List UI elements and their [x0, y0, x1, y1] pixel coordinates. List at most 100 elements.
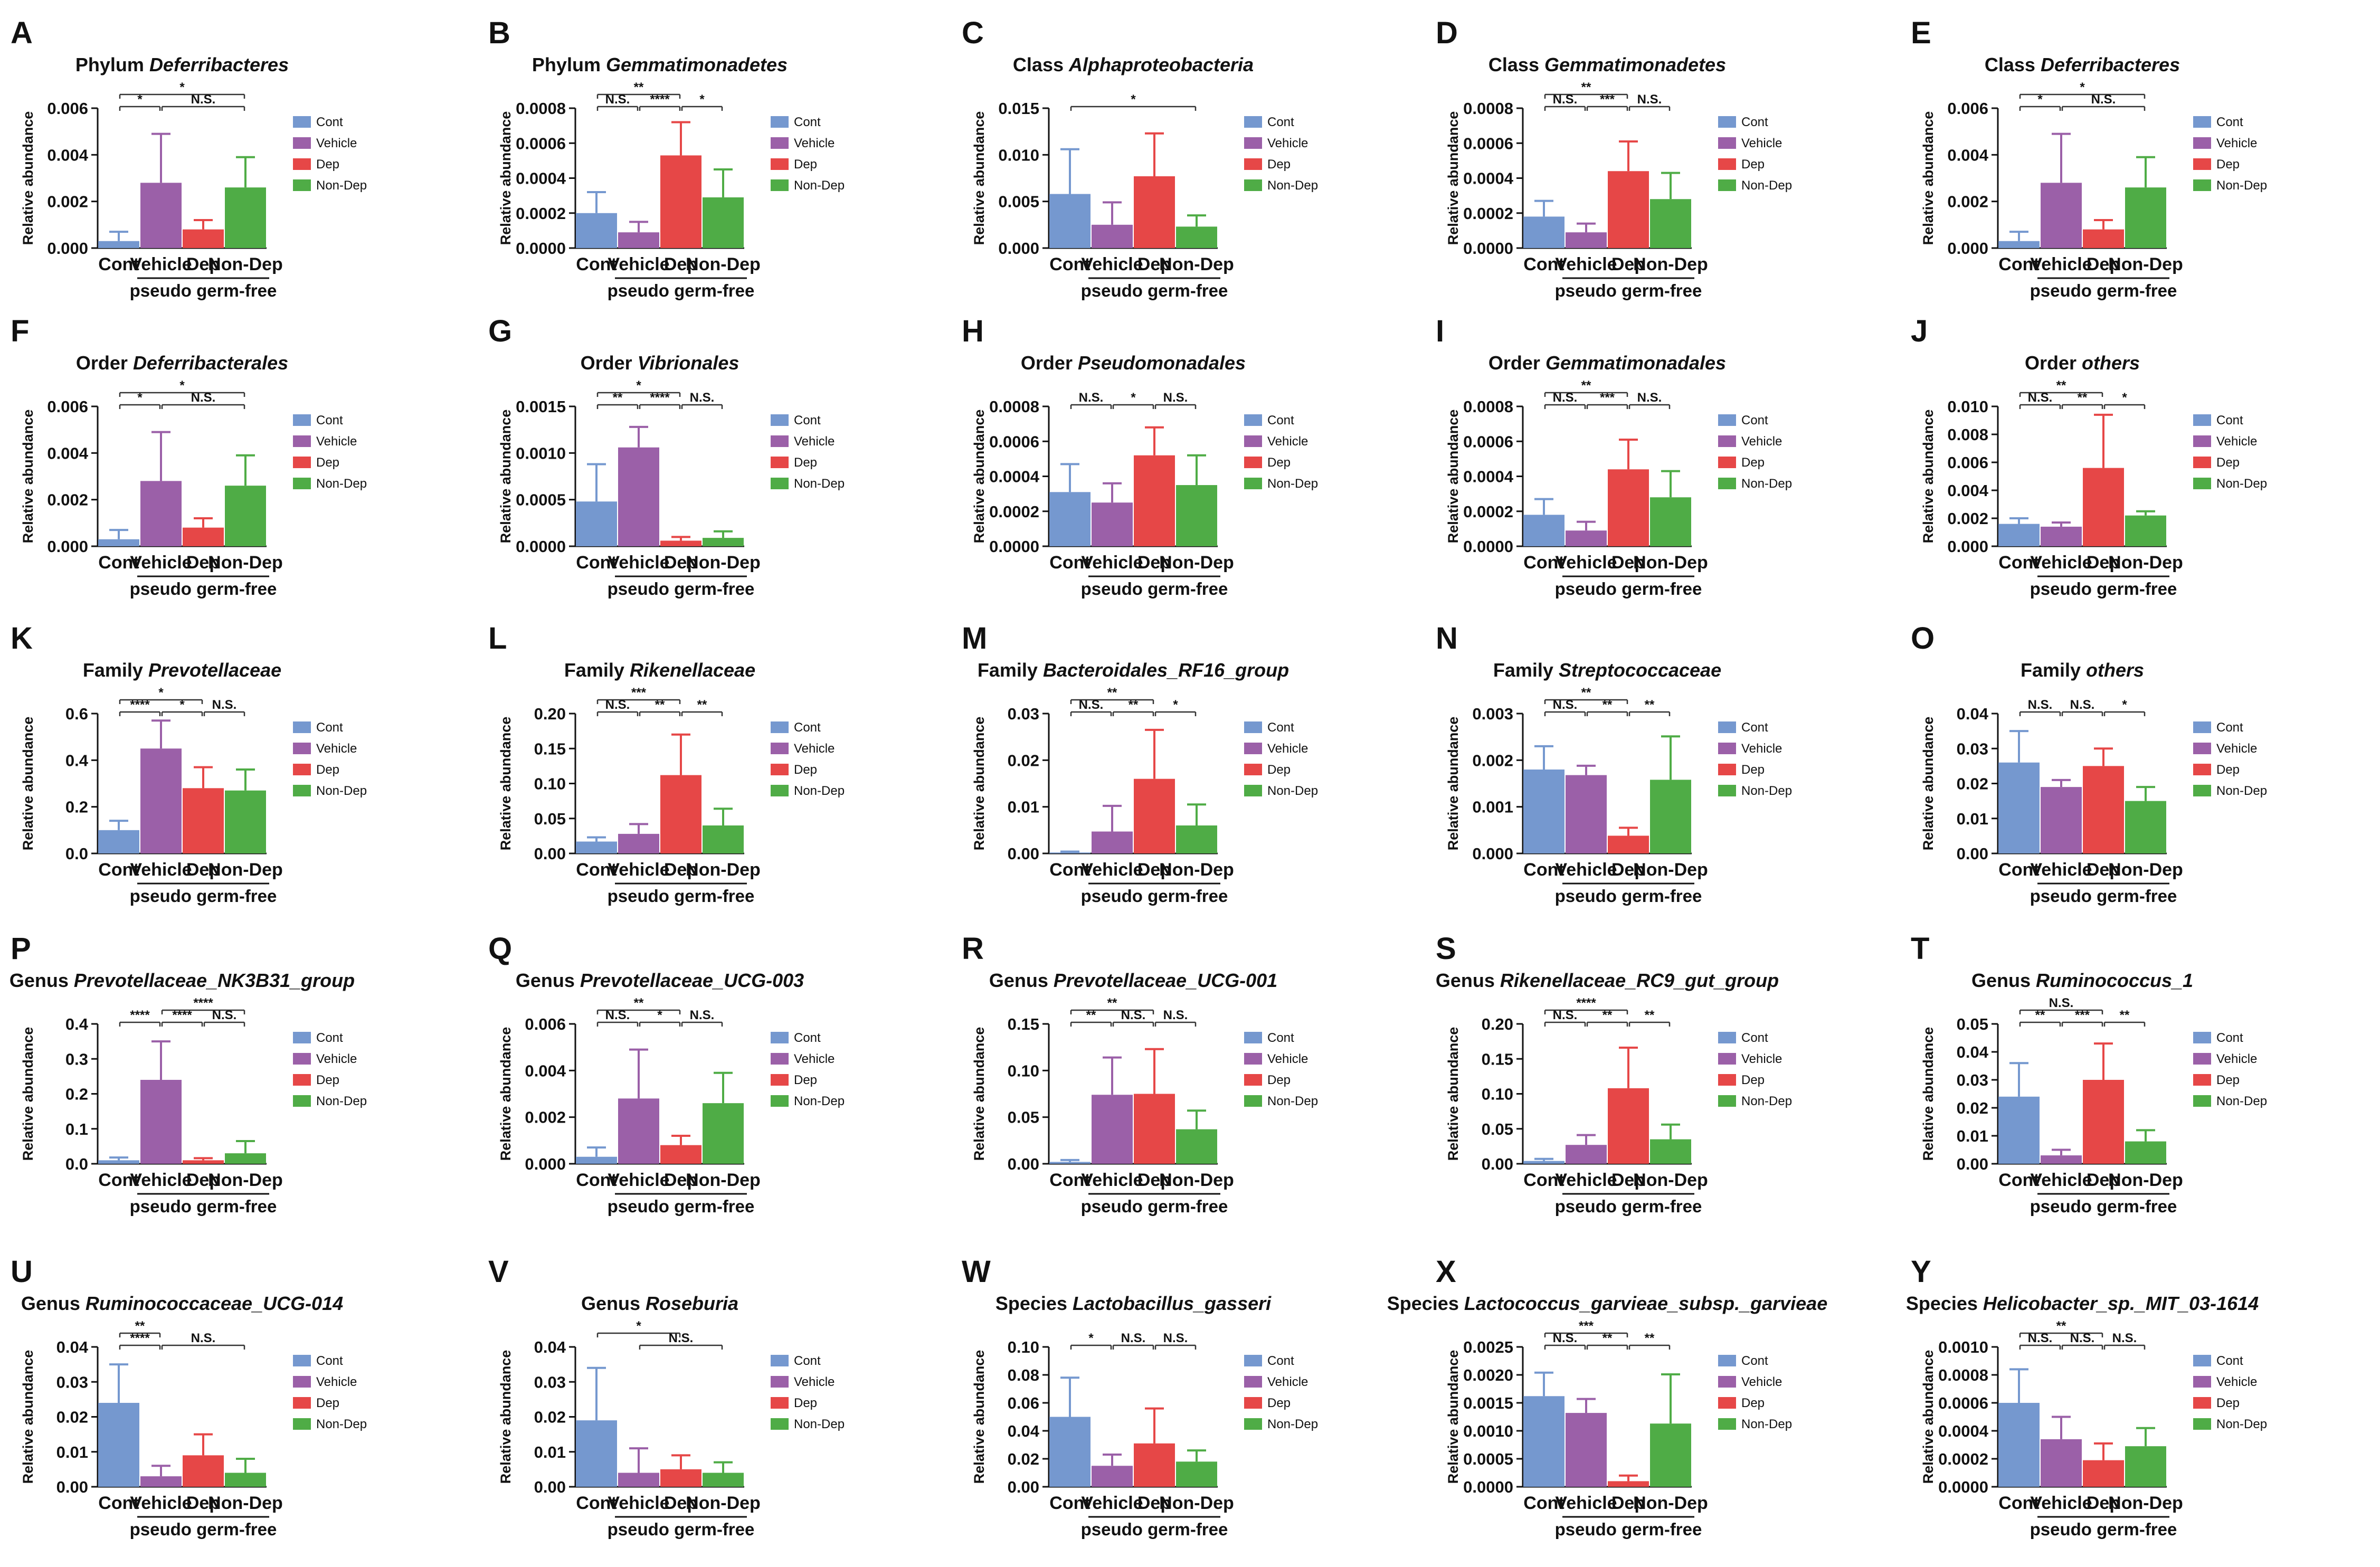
x-tick-label: Dep: [1137, 254, 1171, 274]
title-taxon: Roseburia: [646, 1293, 738, 1314]
panel-letter: K: [11, 621, 33, 656]
panel-f: F Order Deferribacterales Relative abundan…: [11, 314, 367, 599]
bar-non-dep: [1176, 825, 1217, 853]
panel-title: Family Bacteroidales_RF16_group: [978, 659, 1289, 681]
x-tick-label: Vehicle: [1555, 860, 1617, 880]
significance-label: **: [613, 391, 623, 405]
y-tick-label: 0.002: [1947, 193, 1988, 211]
x-tick-label: Non-Dep: [208, 553, 283, 573]
y-tick-label: 0.2: [65, 1085, 88, 1104]
legend-label: Non-Dep: [794, 784, 845, 798]
bar-vehicle: [618, 1098, 659, 1164]
legend-swatch-non-dep: [771, 179, 789, 191]
bar-non-dep: [2125, 1141, 2166, 1164]
bar-non-dep: [2125, 187, 2166, 248]
y-tick-label: 0.0015: [1463, 1394, 1513, 1412]
bar-non-dep: [1176, 1129, 1217, 1164]
bar-cont: [1049, 852, 1091, 853]
bar-non-dep: [1176, 485, 1217, 546]
bar-vehicle: [1092, 1466, 1133, 1487]
legend-swatch-dep: [1244, 1074, 1262, 1086]
panel-i: I Order Gemmatimonadales Relative abundanc…: [1436, 314, 1792, 599]
title-taxon: Prevotellaceae: [148, 659, 281, 681]
legend-swatch-non-dep: [1718, 785, 1736, 796]
x-tick-label: Vehicle: [1555, 1493, 1617, 1513]
x-tick-label: Non-Dep: [208, 1493, 283, 1513]
bar-cont: [1049, 1417, 1091, 1487]
x-tick-label: Vehicle: [1081, 860, 1143, 880]
legend-swatch-cont: [2193, 414, 2211, 426]
legend-label: Non-Dep: [2216, 784, 2267, 798]
legend-swatch-cont: [771, 116, 789, 128]
x-tick-label: Non-Dep: [1159, 1170, 1234, 1190]
bar-cont: [1049, 492, 1091, 546]
significance-label: ****: [650, 92, 670, 107]
panel-title: Genus Prevotellaceae_UCG-001: [989, 970, 1277, 991]
legend-label: Dep: [794, 157, 817, 172]
legend-label: Dep: [1741, 157, 1765, 172]
bar-vehicle: [1566, 232, 1607, 248]
title-prefix: Genus: [10, 970, 74, 991]
y-tick-label: 0.000: [998, 239, 1039, 258]
bar-dep: [1134, 1443, 1175, 1487]
legend-swatch-dep: [771, 1074, 789, 1086]
y-tick-label: 0.15: [534, 739, 566, 758]
legend-label: Dep: [1267, 1396, 1291, 1410]
y-tick-label: 0.00: [1008, 1478, 1039, 1496]
legend-swatch-vehicle: [1718, 137, 1736, 149]
group-note: pseudo germ-free: [130, 579, 277, 599]
y-tick-label: 0.0002: [516, 204, 566, 223]
x-tick-label: Non-Dep: [2108, 1493, 2183, 1513]
title-taxon: Lactococcus_garvieae_subsp._garvieae: [1464, 1293, 1827, 1314]
y-tick-label: 0.4: [65, 1015, 89, 1033]
panel-letter: X: [1436, 1255, 1456, 1289]
significance-label: *: [179, 378, 185, 393]
significance-label: N.S.: [1079, 391, 1104, 405]
legend-swatch-vehicle: [2193, 1376, 2211, 1388]
x-tick-label: Non-Dep: [208, 1170, 283, 1190]
legend-swatch-dep: [771, 158, 789, 170]
legend-swatch-non-dep: [771, 478, 789, 489]
legend-label: Non-Dep: [1267, 1094, 1318, 1108]
y-tick-label: 0.0010: [516, 444, 566, 462]
bar-non-dep: [1650, 199, 1691, 248]
legend-label: Vehicle: [1267, 136, 1308, 150]
x-tick-label: Cont: [1998, 1493, 2039, 1513]
x-tick-label: Dep: [186, 860, 220, 880]
y-axis-label: Relative abundance: [498, 1350, 514, 1484]
y-axis-label: Relative abundance: [1920, 1350, 1936, 1484]
significance-label: **: [135, 1319, 145, 1333]
x-tick-label: Cont: [576, 553, 617, 573]
y-tick-label: 0.004: [525, 1061, 566, 1080]
panel-title: Order Deferribacterales: [76, 352, 288, 374]
significance-label: N.S.: [690, 1008, 715, 1022]
legend-label: Cont: [1741, 720, 1768, 735]
y-tick-label: 0.0004: [516, 169, 566, 188]
x-tick-label: Dep: [1137, 553, 1171, 573]
panel-title: Genus Prevotellaceae_NK3B31_group: [10, 970, 355, 991]
legend-swatch-cont: [1718, 116, 1736, 128]
legend-label: Cont: [316, 1354, 343, 1368]
x-tick-label: Dep: [2087, 1493, 2120, 1513]
title-taxon: Deferribacteres: [2041, 54, 2180, 75]
legend-swatch-non-dep: [2193, 1418, 2211, 1430]
panel-letter: M: [962, 621, 987, 656]
legend-label: Vehicle: [316, 136, 357, 150]
y-tick-label: 0.000: [1947, 239, 1988, 258]
y-tick-label: 0.002: [1472, 751, 1513, 770]
legend-label: Non-Dep: [1267, 1417, 1318, 1431]
bar-vehicle: [618, 232, 659, 248]
bar-vehicle: [1092, 224, 1133, 248]
bar-cont: [1523, 1161, 1564, 1164]
y-tick-label: 0.0002: [1938, 1450, 1988, 1468]
y-tick-label: 0.0005: [516, 491, 566, 509]
x-tick-label: Non-Dep: [686, 1170, 761, 1190]
x-tick-label: Cont: [98, 254, 139, 274]
x-tick-label: Vehicle: [2030, 254, 2092, 274]
legend-label: Dep: [1267, 455, 1291, 470]
y-tick-label: 0.0000: [516, 239, 566, 258]
significance-label: ****: [650, 391, 670, 405]
title-taxon: Deferribacterales: [133, 352, 288, 374]
